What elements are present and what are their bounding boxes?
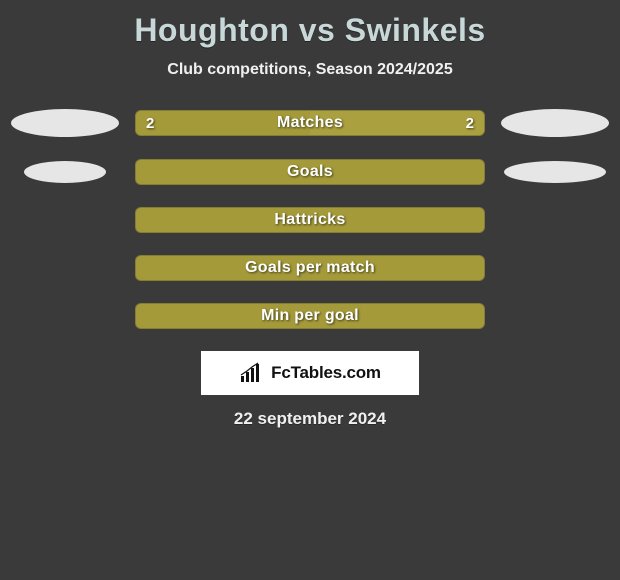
footer-brand-text: FcTables.com	[271, 363, 381, 383]
date-text: 22 september 2024	[234, 409, 386, 429]
footer-brand-box: FcTables.com	[201, 351, 419, 395]
stat-bar: Goals	[135, 159, 485, 185]
right-player-ellipse	[501, 109, 609, 137]
stat-label: Goals per match	[245, 259, 375, 277]
page-title: Houghton vs Swinkels	[134, 12, 485, 49]
right-player-ellipse	[504, 161, 606, 183]
left-player-ellipse	[11, 109, 119, 137]
stat-label: Goals	[287, 163, 333, 181]
stat-label: Matches	[277, 114, 343, 132]
stat-label: Min per goal	[261, 307, 359, 325]
stat-label: Hattricks	[274, 211, 345, 229]
stat-row: Min per goal	[0, 303, 620, 329]
stat-value-left: 2	[146, 115, 154, 132]
stat-rows: Matches 2 2 Goals Hattricks Goals per match Mi…	[0, 109, 620, 329]
stat-bar: Hattricks	[135, 207, 485, 233]
stat-bar: Min per goal	[135, 303, 485, 329]
left-player-ellipse	[24, 161, 106, 183]
stat-row: Hattricks	[0, 207, 620, 233]
page-subtitle: Club competitions, Season 2024/2025	[167, 61, 452, 79]
bar-chart-icon	[239, 362, 265, 384]
stat-value-right: 2	[466, 115, 474, 132]
stat-row: Goals per match	[0, 255, 620, 281]
stat-bar: Goals per match	[135, 255, 485, 281]
stat-row: Matches 2 2	[0, 109, 620, 137]
stat-row: Goals	[0, 159, 620, 185]
comparison-widget: Houghton vs Swinkels Club competitions, …	[0, 0, 620, 429]
stat-bar: Matches 2 2	[135, 110, 485, 136]
